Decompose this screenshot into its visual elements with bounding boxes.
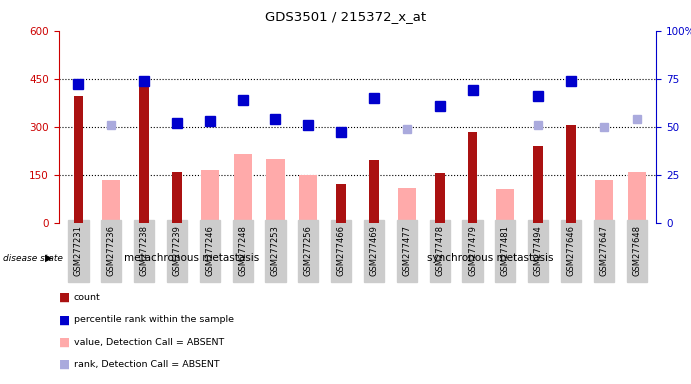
Text: ■: ■ xyxy=(59,358,70,371)
Text: ▶: ▶ xyxy=(45,253,53,263)
Bar xyxy=(73,96,84,223)
Bar xyxy=(566,125,576,223)
Text: ■: ■ xyxy=(59,336,70,349)
Bar xyxy=(533,146,543,223)
Bar xyxy=(398,187,416,223)
Bar xyxy=(234,154,252,223)
Bar xyxy=(337,184,346,223)
Bar xyxy=(299,175,317,223)
Text: synchronous metastasis: synchronous metastasis xyxy=(427,253,553,263)
Bar xyxy=(102,180,120,223)
Bar xyxy=(595,180,613,223)
Bar xyxy=(201,170,219,223)
Text: count: count xyxy=(74,293,101,302)
Bar xyxy=(435,173,444,223)
Bar xyxy=(139,85,149,223)
Bar xyxy=(267,159,285,223)
Bar xyxy=(627,172,646,223)
Text: ■: ■ xyxy=(59,291,70,304)
Text: metachronous metastasis: metachronous metastasis xyxy=(124,253,259,263)
Text: disease state: disease state xyxy=(3,254,64,263)
Bar xyxy=(369,161,379,223)
Text: value, Detection Call = ABSENT: value, Detection Call = ABSENT xyxy=(74,338,224,347)
Bar xyxy=(468,131,477,223)
Text: rank, Detection Call = ABSENT: rank, Detection Call = ABSENT xyxy=(74,360,220,369)
Text: ■: ■ xyxy=(59,313,70,326)
Bar xyxy=(172,172,182,223)
Text: percentile rank within the sample: percentile rank within the sample xyxy=(74,315,234,324)
Text: GDS3501 / 215372_x_at: GDS3501 / 215372_x_at xyxy=(265,10,426,23)
Bar xyxy=(496,189,514,223)
